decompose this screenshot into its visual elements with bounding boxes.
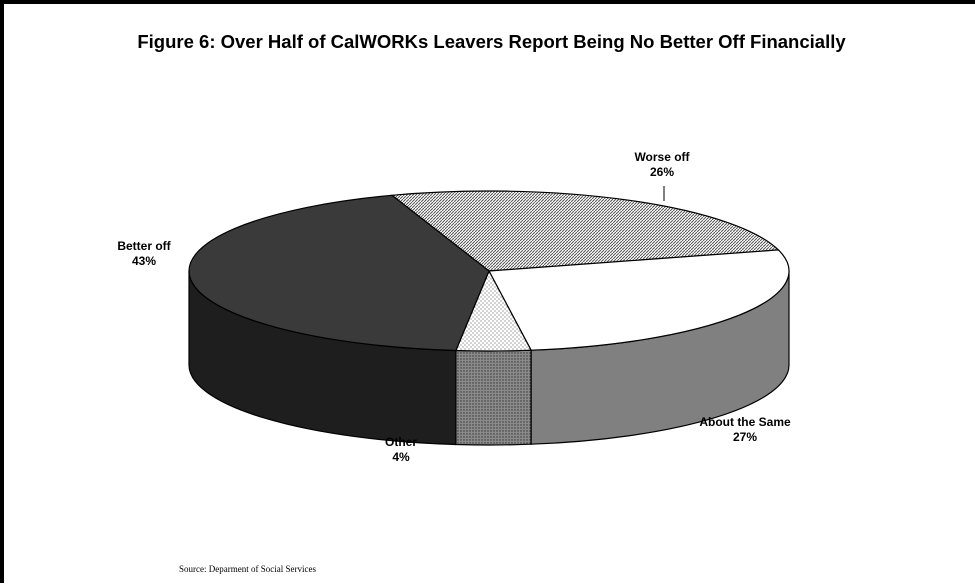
pie-slice-better-off [188,194,490,352]
source-note: Source: Deparment of Social Services [179,564,316,574]
slice-label-about-the-same: About the Same [699,415,791,429]
slice-value-about-the-same: 27% [733,430,757,444]
slice-label-worse-off: Worse off [634,150,690,164]
slice-value-worse-off: 26% [650,165,674,179]
slice-label-other: Other [385,435,417,449]
slice-value-better-off: 43% [132,254,156,268]
chart-title: Figure 6: Over Half of CalWORKs Leavers … [137,31,846,52]
slice-value-other: 4% [392,450,410,464]
pie-slice-worse-off [390,190,780,272]
pie-slice-about-the-same [488,249,790,351]
pie-side-other [455,349,532,446]
slice-label-better-off: Better off [117,239,171,253]
